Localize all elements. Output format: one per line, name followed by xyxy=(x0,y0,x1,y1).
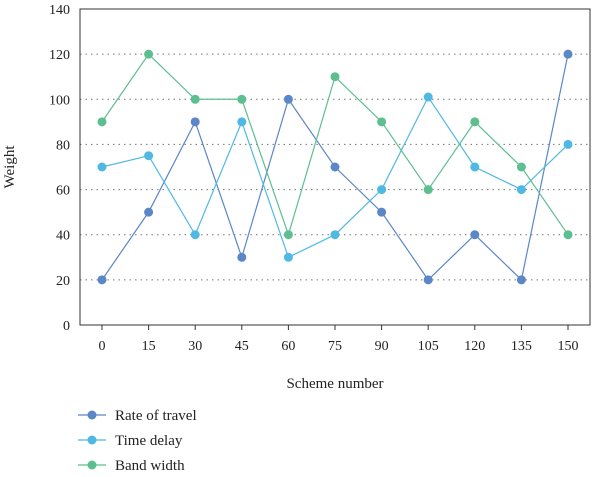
data-point xyxy=(190,230,200,240)
x-tick-label: 30 xyxy=(188,339,202,354)
data-point xyxy=(97,162,107,172)
x-tick-label: 15 xyxy=(142,339,156,354)
series-rate-of-travel xyxy=(97,49,573,285)
y-axis-label: Weight xyxy=(2,145,18,189)
y-tick-label: 20 xyxy=(56,274,70,289)
x-tick-labels: 0 15 30 45 60 75 90 105 120 135 150 xyxy=(99,325,579,354)
data-point xyxy=(563,230,573,240)
data-point xyxy=(423,185,433,195)
data-point xyxy=(377,207,387,217)
y-tick-label: 140 xyxy=(49,3,70,18)
data-point xyxy=(377,117,387,127)
data-point xyxy=(563,139,573,149)
data-point xyxy=(237,94,247,104)
data-point xyxy=(423,92,433,102)
legend: Rate of travel Time delay Band width xyxy=(78,408,197,474)
data-point xyxy=(144,151,154,161)
data-point xyxy=(330,230,340,240)
x-axis-label: Scheme number xyxy=(286,376,383,392)
data-point xyxy=(144,49,154,59)
series-time-delay xyxy=(97,92,573,262)
x-tick-label: 45 xyxy=(235,339,249,354)
data-point xyxy=(516,162,526,172)
x-tick-label: 105 xyxy=(418,339,439,354)
data-point xyxy=(237,252,247,262)
x-tick-label: 150 xyxy=(558,339,579,354)
legend-swatch-marker xyxy=(87,410,97,420)
data-point xyxy=(377,185,387,195)
y-tick-labels: 0 20 40 60 80 100 120 140 xyxy=(49,3,70,334)
x-tick-label: 0 xyxy=(99,339,106,354)
y-tick-label: 60 xyxy=(56,184,70,199)
data-point xyxy=(470,162,480,172)
y-tick-label: 0 xyxy=(63,319,70,334)
x-tick-label: 120 xyxy=(464,339,485,354)
data-point xyxy=(423,275,433,285)
x-tick-label: 90 xyxy=(375,339,389,354)
data-point xyxy=(516,185,526,195)
legend-item: Time delay xyxy=(78,433,183,449)
data-point xyxy=(470,117,480,127)
data-point xyxy=(97,275,107,285)
legend-item: Band width xyxy=(78,458,185,474)
data-point xyxy=(516,275,526,285)
series xyxy=(97,49,573,285)
y-tick-label: 100 xyxy=(49,93,70,108)
data-point xyxy=(563,49,573,59)
data-point xyxy=(190,117,200,127)
x-tick-label: 60 xyxy=(281,339,295,354)
data-point xyxy=(144,207,154,217)
legend-label: Time delay xyxy=(115,433,183,449)
legend-swatch-marker xyxy=(87,435,97,445)
legend-label: Rate of travel xyxy=(115,408,197,424)
data-point xyxy=(330,72,340,82)
legend-swatch-marker xyxy=(87,460,97,470)
series-line xyxy=(101,53,569,237)
data-point xyxy=(470,230,480,240)
y-tick-label: 40 xyxy=(56,229,70,244)
x-tick-label: 75 xyxy=(328,339,342,354)
y-tick-label: 120 xyxy=(49,48,70,63)
series-band-width xyxy=(97,49,573,240)
data-point xyxy=(190,94,200,104)
grid-lines xyxy=(80,53,590,281)
data-point xyxy=(283,230,293,240)
x-tick-label: 135 xyxy=(511,339,532,354)
legend-label: Band width xyxy=(115,458,185,474)
y-tick-label: 80 xyxy=(56,138,70,153)
data-point xyxy=(283,252,293,262)
data-point xyxy=(283,94,293,104)
data-point xyxy=(97,117,107,127)
data-point xyxy=(237,117,247,127)
data-point xyxy=(330,162,340,172)
legend-item: Rate of travel xyxy=(78,408,197,424)
